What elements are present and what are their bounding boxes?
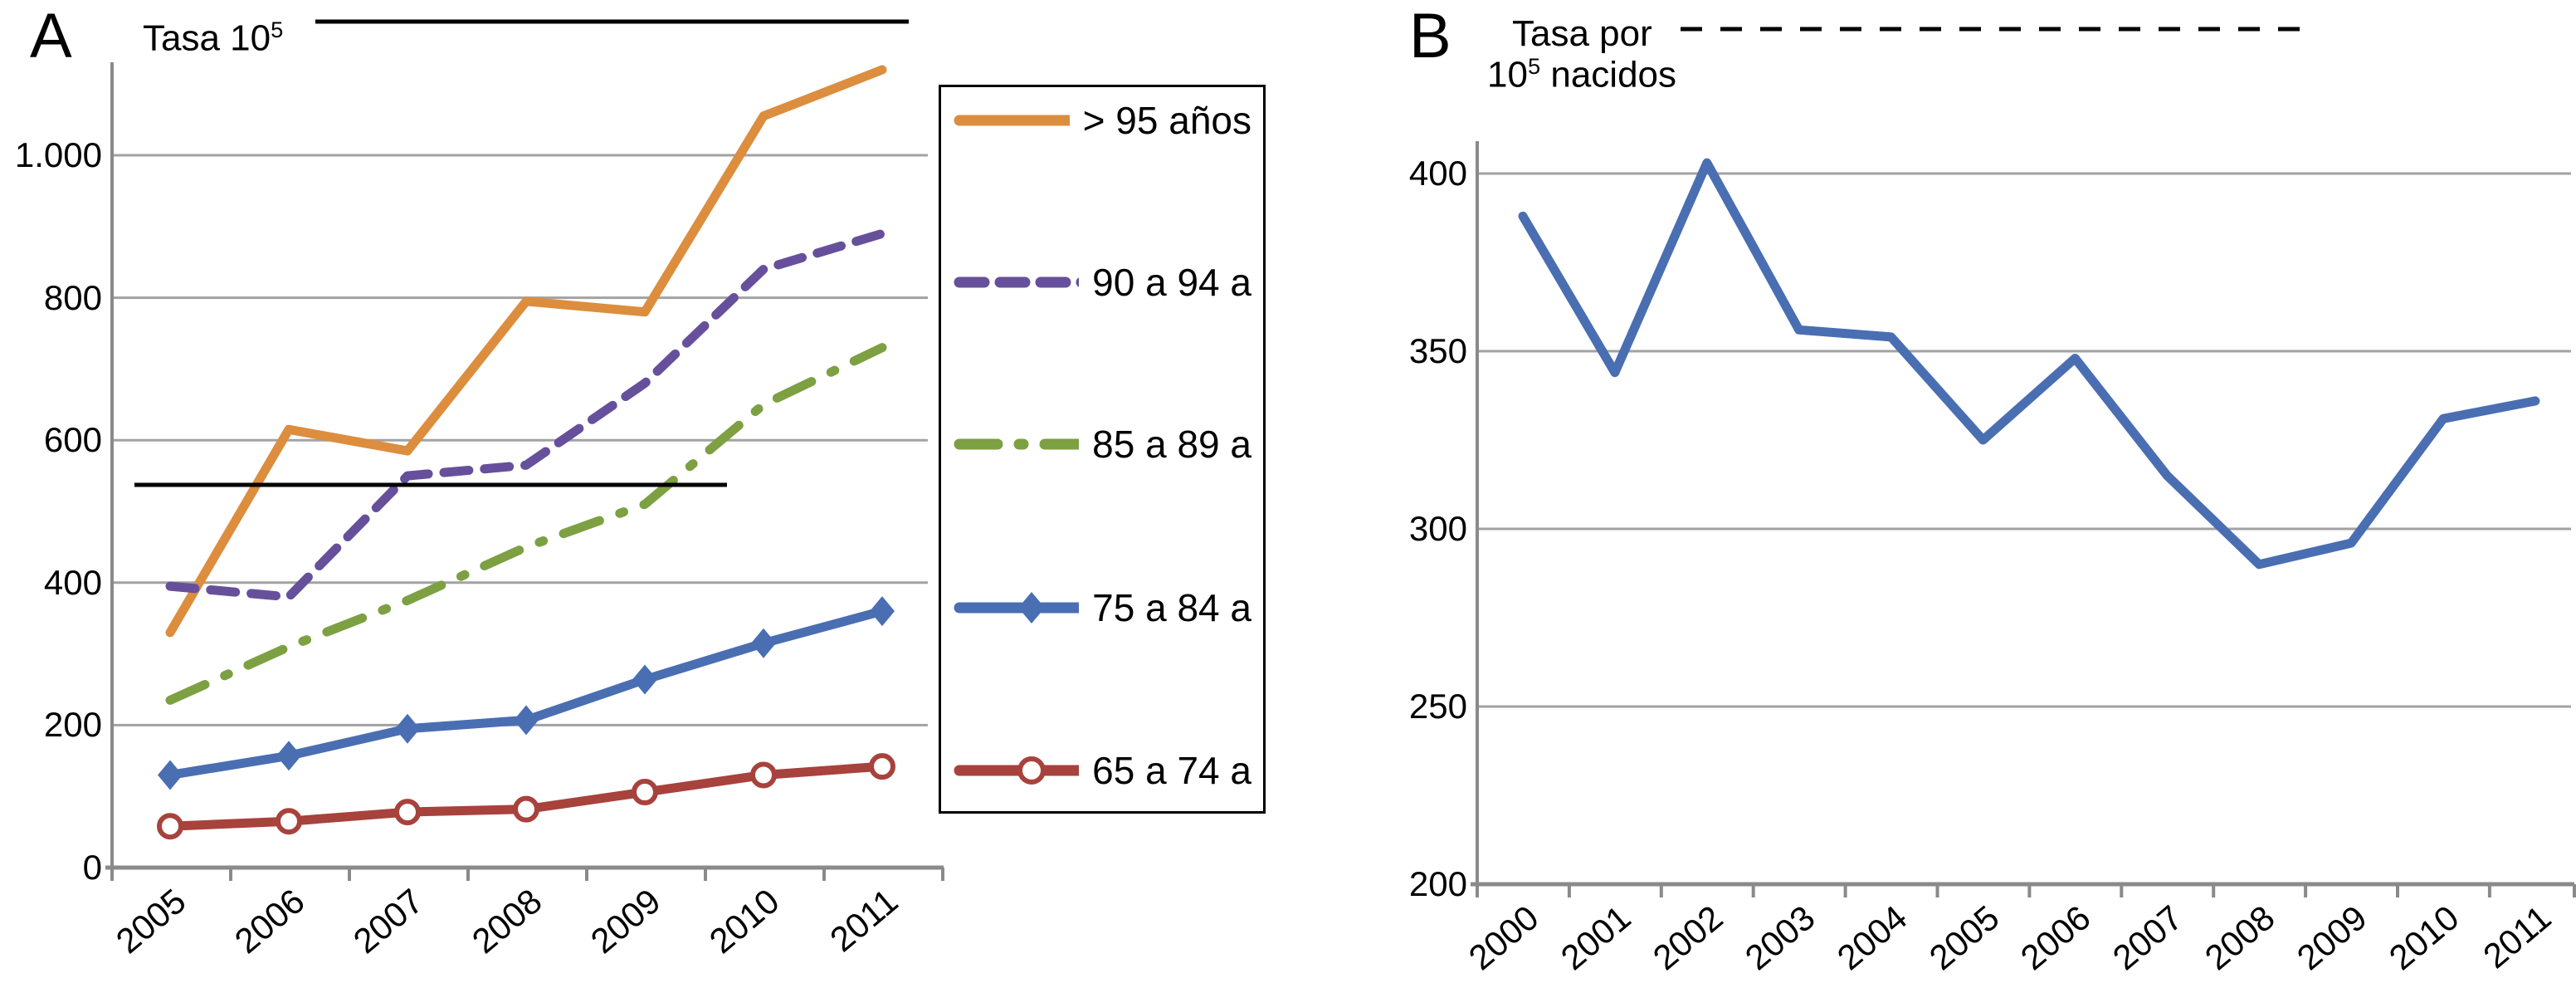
y-axis-label: 400 [43, 562, 102, 602]
data-point-marker [394, 799, 421, 826]
legend-item: 85 a 89 a [953, 418, 1251, 471]
y-axis-label: 0 [82, 848, 102, 887]
panel-b-title-line2: 105 nacidos [1487, 53, 1676, 96]
legend-swatch [954, 115, 1070, 126]
legend-label: 65 a 74 a [1092, 749, 1251, 792]
y-axis-label: 350 [1408, 331, 1467, 370]
y-axis-label: 1.000 [14, 135, 102, 174]
data-point-marker [751, 628, 776, 658]
legend-item: 65 a 74 a [953, 744, 1251, 797]
legend-item: 75 a 84 a [953, 581, 1251, 634]
legend-swatch [954, 438, 1080, 450]
series-line [165, 65, 887, 638]
y-axis-label: 400 [1408, 154, 1467, 193]
legend-marker [1017, 756, 1046, 785]
data-point-marker [632, 779, 658, 806]
series-line [1518, 158, 2540, 570]
panel-a-title-text: Tasa 10 [143, 17, 271, 59]
panel-b-title-sup: 5 [1527, 53, 1541, 79]
panel-b-letter: B [1409, 1, 1451, 71]
y-axis-label: 200 [1408, 864, 1467, 903]
data-point-marker [276, 741, 301, 771]
legend-item: > 95 años [953, 94, 1251, 147]
y-axis-label: 800 [43, 277, 102, 317]
legend-swatch [954, 276, 1080, 288]
data-point-marker [870, 596, 895, 627]
data-point-marker [632, 664, 657, 695]
series-line [165, 343, 887, 705]
data-point-marker [158, 760, 183, 790]
data-point-marker [514, 705, 539, 736]
legend-label: 90 a 94 a [1092, 261, 1251, 304]
panel-b-title-rest: nacidos [1540, 54, 1677, 95]
panel-a-title: Tasa 105 [143, 17, 283, 60]
legend-swatch [954, 592, 1080, 624]
legend-box: > 95 años 90 a 94 a 85 a 89 a 75 a 84 a 65 a… [939, 85, 1266, 814]
y-axis-label: 200 [43, 705, 102, 745]
legend-label: 85 a 89 a [1092, 423, 1251, 466]
y-axis-label: 250 [1408, 687, 1467, 726]
legend-marker [1018, 592, 1045, 624]
panel-a-title-sup: 5 [271, 17, 284, 42]
legend-item: 90 a 94 a [953, 256, 1251, 309]
data-point-marker [869, 753, 895, 780]
panel-b-title-base: 10 [1487, 54, 1528, 95]
data-point-marker [750, 761, 777, 789]
data-point-marker [276, 808, 302, 835]
data-point-marker [157, 813, 183, 840]
data-point-marker [395, 713, 420, 744]
legend-label: > 95 años [1082, 99, 1251, 142]
series-line [165, 228, 887, 602]
y-axis-label: 600 [43, 420, 102, 460]
y-axis-label: 300 [1408, 509, 1467, 548]
panel-a-letter: A [30, 1, 72, 71]
series-line [165, 606, 887, 780]
data-point-marker [513, 795, 539, 823]
legend-label: 75 a 84 a [1092, 586, 1251, 629]
legend-swatch [954, 756, 1080, 785]
panel-b-title-line1: Tasa por [1512, 13, 1652, 54]
